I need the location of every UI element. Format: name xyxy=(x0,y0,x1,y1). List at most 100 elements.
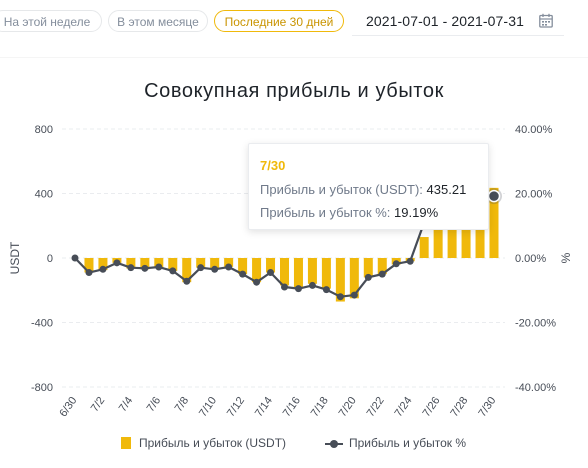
bar xyxy=(447,224,457,258)
x-tick-label: 7/26 xyxy=(420,395,442,419)
bar xyxy=(307,258,317,284)
left-tick-label: -800 xyxy=(31,382,53,394)
bar xyxy=(349,258,359,299)
x-tick-label: 7/2 xyxy=(89,395,108,414)
data-point xyxy=(225,263,233,271)
tooltip-usdt-value: 435.21 xyxy=(426,182,467,197)
data-point xyxy=(85,269,93,277)
bar xyxy=(182,258,192,283)
x-tick-label: 7/14 xyxy=(253,395,275,419)
tooltip-percent-value: 19.19% xyxy=(394,205,439,220)
data-point xyxy=(406,257,414,265)
legend-percent-label: Прибыль и убыток % xyxy=(349,436,467,450)
bar xyxy=(98,258,108,271)
chart-legend: Прибыль и убыток (USDT) Прибыль и убыток… xyxy=(0,430,588,460)
chart-title: Совокупная прибыль и убыток xyxy=(144,80,444,102)
legend-line-swatch xyxy=(325,439,343,448)
date-range-text: 2021-07-01 - 2021-07-31 xyxy=(366,13,524,29)
tooltip-row-usdt: Прибыль и убыток (USDT): 435.21 xyxy=(260,182,466,197)
right-axis-title: % xyxy=(559,252,573,263)
legend-usdt-label: Прибыль и убыток (USDT) xyxy=(139,436,287,450)
date-range-picker[interactable]: 2021-07-01 - 2021-07-31 xyxy=(352,9,564,36)
filter-this-week[interactable]: На этой неделе xyxy=(0,10,102,32)
bar xyxy=(224,258,234,267)
data-point xyxy=(392,260,400,268)
x-tick-label: 7/4 xyxy=(117,395,136,414)
data-point xyxy=(183,277,191,285)
x-tick-label: 7/22 xyxy=(365,395,387,419)
x-tick-label: 7/16 xyxy=(281,395,303,419)
legend-item-percent[interactable]: Прибыль и убыток % xyxy=(325,436,466,450)
x-tick-label: 7/28 xyxy=(448,395,470,419)
x-tick-label: 7/20 xyxy=(337,395,359,419)
bar xyxy=(321,258,331,289)
bar xyxy=(489,187,499,258)
data-point xyxy=(281,283,288,291)
left-tick-label: -400 xyxy=(31,318,53,330)
data-point xyxy=(364,273,372,281)
calendar-icon[interactable] xyxy=(539,13,553,33)
data-point xyxy=(253,278,261,286)
highlight-point xyxy=(487,189,501,203)
bar xyxy=(363,258,373,278)
left-tick-label: 0 xyxy=(47,253,53,265)
left-axis-title: USDT xyxy=(8,241,22,274)
bar xyxy=(126,258,136,269)
x-tick-label: 7/6 xyxy=(145,395,164,414)
data-point xyxy=(99,265,107,273)
data-point xyxy=(308,281,316,289)
data-point xyxy=(322,286,330,294)
bar xyxy=(419,237,429,258)
left-tick-label: 400 xyxy=(35,189,53,201)
data-point xyxy=(336,293,344,301)
bar xyxy=(377,258,387,275)
bar xyxy=(475,208,485,258)
filter-bar: На этой неделе В этом месяце Последние 3… xyxy=(0,0,588,48)
data-point xyxy=(239,270,247,278)
bar xyxy=(154,258,164,268)
bar xyxy=(461,214,471,258)
chart-tooltip: 7/30 Прибыль и убыток (USDT): 435.21 При… xyxy=(248,143,489,230)
legend-bar-swatch xyxy=(121,437,131,449)
divider xyxy=(0,57,588,58)
data-point xyxy=(378,270,386,278)
x-tick-label: 7/8 xyxy=(173,395,192,414)
chart-grid xyxy=(62,128,505,388)
x-tick-label: 7/12 xyxy=(225,395,247,419)
bar xyxy=(140,258,150,270)
data-point xyxy=(71,254,79,262)
right-tick-label: -40.00% xyxy=(515,382,556,394)
tooltip-title: 7/30 xyxy=(260,158,286,173)
x-tick-label: 7/10 xyxy=(197,395,219,419)
data-point xyxy=(350,291,358,299)
right-tick-label: -20.00% xyxy=(515,318,556,330)
bar xyxy=(433,227,443,258)
legend-item-usdt[interactable]: Прибыль и убыток (USDT) xyxy=(121,436,286,450)
tooltip-percent-label: Прибыль и убыток %: xyxy=(260,205,391,220)
bar xyxy=(168,258,178,271)
bar xyxy=(293,258,303,288)
bar xyxy=(238,258,248,275)
x-tick-label: 6/30 xyxy=(57,395,79,419)
bar xyxy=(252,258,262,283)
data-point xyxy=(267,269,275,277)
bar xyxy=(196,258,206,268)
data-point xyxy=(155,263,163,271)
data-point xyxy=(169,267,177,275)
x-tick-label: 7/18 xyxy=(309,395,331,419)
data-point xyxy=(141,264,149,272)
data-point xyxy=(197,264,205,272)
bar xyxy=(210,258,220,270)
data-point xyxy=(127,264,135,272)
right-tick-label: 40.00% xyxy=(515,124,553,136)
tooltip-usdt-label: Прибыль и убыток (USDT): xyxy=(260,182,423,197)
left-tick-label: 800 xyxy=(35,124,53,136)
filter-last-30-days[interactable]: Последние 30 дней xyxy=(214,10,344,32)
bar xyxy=(335,258,345,302)
filter-this-month[interactable]: В этом месяце xyxy=(108,10,208,32)
bar xyxy=(280,258,289,286)
bar xyxy=(266,258,276,273)
data-point xyxy=(211,265,219,273)
right-tick-label: 20.00% xyxy=(515,189,553,201)
